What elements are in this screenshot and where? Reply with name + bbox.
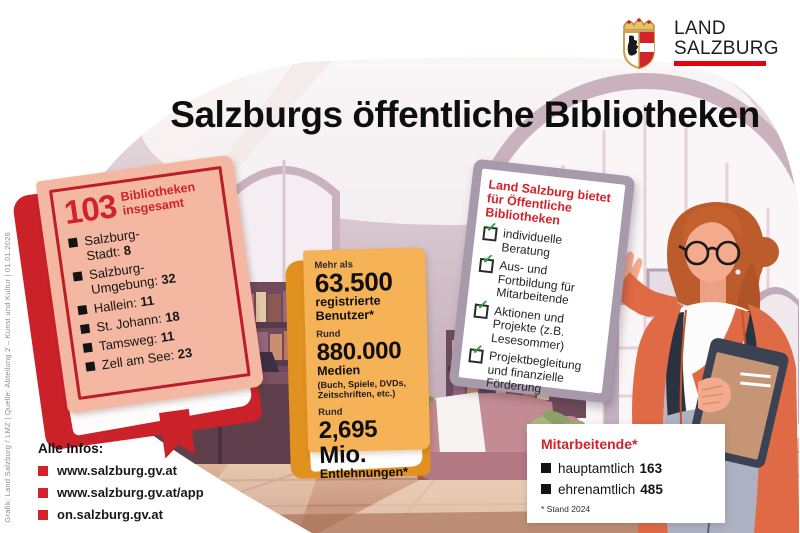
checkbox-icon: ✓	[482, 218, 498, 242]
check-icon: ✓	[481, 250, 495, 268]
stat-sublabel: (Buch, Spiele, DVDs, Zeitschriften, etc.…	[317, 377, 407, 401]
bullet-square-icon	[77, 305, 88, 316]
stat-label: registrierte Benutzer*	[315, 293, 381, 323]
info-url[interactable]: on.salzburg.gv.at	[57, 507, 163, 522]
staff-label: ehrenamtlich	[558, 482, 636, 497]
stat-label: Medien	[316, 363, 361, 379]
info-url[interactable]: www.salzburg.gv.at/app	[57, 485, 204, 500]
page-title: Salzburgs öffentliche Bibliotheken	[170, 94, 760, 135]
credit-line: Grafik: Land Salzburg / LMZ | Quelle: Ab…	[3, 232, 12, 523]
bullet-square-icon	[82, 342, 93, 353]
checkbox-icon: ✓	[473, 295, 490, 319]
check-icon: ✓	[484, 218, 499, 236]
district-label: Hallein:	[92, 295, 138, 316]
district-value: 18	[164, 308, 181, 326]
district-label: Salzburg- Stadt:	[83, 225, 141, 264]
book-front-cover: 103 Bibliotheken insgesamt Salzburg- Sta…	[35, 154, 265, 414]
book-frame: 103 Bibliotheken insgesamt Salzburg- Sta…	[48, 165, 251, 401]
bullet-square-icon	[38, 487, 48, 498]
staff-value: 485	[640, 482, 663, 497]
services-card: Land Salzburg bietet für Öffentliche Bib…	[448, 158, 636, 404]
book-front-cover: Mehr als 63.500 registrierte Benutzer* R…	[302, 247, 431, 481]
info-heading: Alle Infos:	[38, 441, 104, 456]
stat-number: 63.500	[314, 266, 393, 299]
bullet-square-icon	[38, 509, 48, 520]
district-value: 32	[160, 270, 177, 288]
stat-users: Mehr als 63.500 registrierte Benutzer*	[314, 258, 419, 324]
logo-text: LAND SALZBURG	[674, 16, 779, 66]
staff-box: Mitarbeitende* hauptamtlich 163 ehrenamtl…	[527, 424, 725, 523]
service-label: Aktionen und Projekte (z.B. Lesesommer)	[490, 303, 566, 353]
statistics-book: Mehr als 63.500 registrierte Benutzer* R…	[285, 247, 441, 483]
stat-label: Entlehnungen*	[319, 464, 409, 481]
libraries-total-number: 103	[61, 187, 119, 232]
info-url[interactable]: www.salzburg.gv.at	[57, 463, 177, 478]
info-link[interactable]: www.salzburg.gv.at	[38, 463, 204, 478]
checkbox-icon: ✓	[478, 250, 495, 274]
staff-item: hauptamtlich 163	[541, 461, 711, 476]
libraries-count-book: 103 Bibliotheken insgesamt Salzburg- Sta…	[10, 153, 278, 459]
hair-front	[682, 206, 743, 246]
hair-bun	[749, 237, 779, 267]
stat-media: Rund 880.000 Medien (Buch, Spiele, DVDs,…	[316, 327, 421, 401]
bullet-square-icon	[541, 463, 551, 473]
land-salzburg-logo: LAND SALZBURG	[615, 16, 779, 70]
info-links-block: Alle Infos: www.salzburg.gv.at www.salzb…	[38, 441, 204, 529]
check-icon: ✓	[471, 340, 485, 358]
staff-heading: Mitarbeitende*	[541, 436, 638, 452]
bookmark-ribbon-icon	[159, 408, 196, 459]
services-card-inner: Land Salzburg bietet für Öffentliche Bib…	[458, 168, 626, 396]
district-label: Salzburg- Umgebung:	[88, 259, 159, 298]
logo-line2: SALZBURG	[674, 37, 779, 59]
check-icon: ✓	[476, 295, 490, 313]
district-value: 11	[139, 292, 156, 310]
district-value: 11	[159, 328, 176, 345]
face	[685, 222, 737, 282]
info-link[interactable]: on.salzburg.gv.at	[38, 507, 204, 522]
stat-loans: Rund 2,695 Mio. Entlehnungen*	[318, 404, 423, 481]
bullet-square-icon	[38, 465, 48, 476]
service-label: Aus- und Fortbildung für Mitarbeitende	[495, 258, 576, 308]
services-heading: Land Salzburg bietet für Öffentliche Bib…	[484, 177, 612, 228]
checkbox-icon: ✓	[468, 341, 484, 364]
logo-red-bar	[674, 61, 766, 66]
district-list: Salzburg- Stadt: 8 Salzburg- Umgebung: 3…	[67, 215, 236, 375]
bullet-square-icon	[80, 323, 91, 335]
staff-footnote: * Stand 2024	[541, 504, 591, 514]
bullet-square-icon	[541, 484, 551, 494]
coat-of-arms-icon	[623, 18, 655, 70]
stat-number: 2,695 Mio.	[318, 415, 378, 469]
info-link[interactable]: www.salzburg.gv.at/app	[38, 485, 204, 500]
neck	[700, 276, 726, 307]
stat-number: 880.000	[316, 336, 402, 367]
bullet-square-icon	[67, 237, 79, 248]
district-value: 23	[176, 344, 194, 362]
glasses-icon	[678, 240, 741, 266]
earring	[735, 269, 741, 275]
libraries-total-label: Bibliotheken insgesamt	[119, 179, 196, 218]
bullet-square-icon	[85, 361, 96, 372]
staff-item: ehrenamtlich 485	[541, 482, 711, 497]
staff-label: hauptamtlich	[558, 461, 635, 476]
logo-line1: LAND	[674, 18, 726, 39]
staff-value: 163	[639, 461, 663, 476]
district-value: 8	[122, 242, 132, 259]
bullet-square-icon	[72, 271, 83, 282]
